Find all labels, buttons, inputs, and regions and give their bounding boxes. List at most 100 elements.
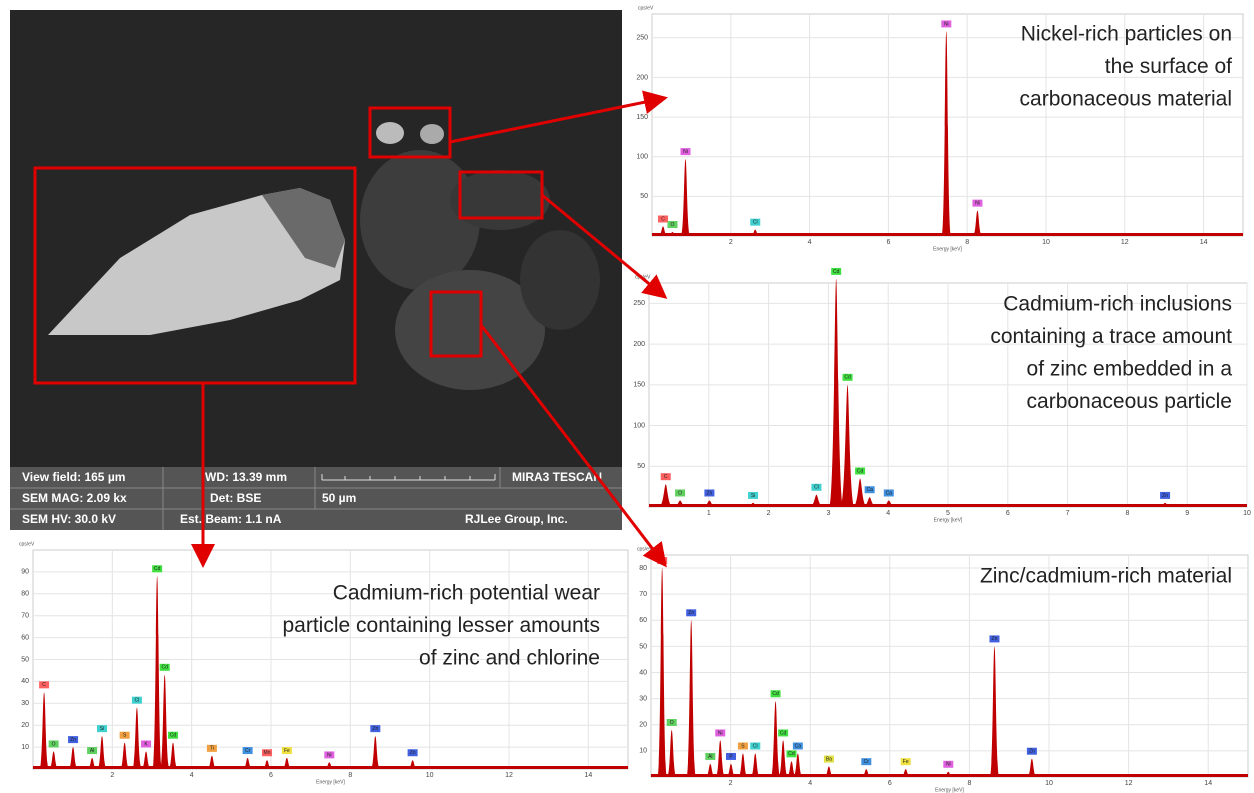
y-tick-label: 50 xyxy=(21,656,29,663)
x-axis-label: Energy [keV] xyxy=(934,517,963,523)
x-tick-label: 10 xyxy=(1042,239,1050,246)
y-tick-label: 250 xyxy=(633,300,645,307)
sem-text: 50 µm xyxy=(322,491,356,505)
x-tick-label: 2 xyxy=(729,239,733,246)
x-tick-label: 4 xyxy=(808,780,812,787)
x-tick-label: 7 xyxy=(1066,510,1070,517)
peak-label: Ba xyxy=(826,756,832,762)
peak-label: O xyxy=(671,222,675,228)
sem-text: WD: 13.39 mm xyxy=(205,470,287,484)
caption: the surface of xyxy=(1105,55,1232,78)
peak-label: Al xyxy=(708,754,712,760)
y-tick-label: 20 xyxy=(21,722,29,729)
spectrum-chart: 246810121450100150200250cps/eVEnergy [ke… xyxy=(636,5,1243,252)
peak-label: Cd xyxy=(154,566,161,572)
peak-label: C xyxy=(664,474,668,480)
y-tick-label: 30 xyxy=(639,695,647,702)
spectrum-chart: 2468101214102030405060708090cps/eVEnergy… xyxy=(19,541,628,785)
y-axis-label: cps/eV xyxy=(19,541,35,547)
peak-label: O xyxy=(52,741,56,747)
x-tick-label: 6 xyxy=(1006,510,1010,517)
x-tick-label: 6 xyxy=(888,780,892,787)
x-tick-label: 10 xyxy=(1243,510,1251,517)
peak-label: Zn xyxy=(70,737,76,743)
sem-text: View field: 165 µm xyxy=(22,470,125,484)
peak-label: Cl xyxy=(814,485,819,491)
x-tick-label: 6 xyxy=(269,772,273,779)
x-tick-label: 8 xyxy=(967,780,971,787)
y-tick-label: 70 xyxy=(21,613,29,620)
peak-label: Cr xyxy=(245,748,251,754)
x-tick-label: 8 xyxy=(1125,510,1129,517)
x-tick-label: 2 xyxy=(767,510,771,517)
x-tick-label: 2 xyxy=(729,780,733,787)
peak-label: Fe xyxy=(284,748,290,754)
peak-label: Zn xyxy=(706,490,712,496)
peak-label: Zn xyxy=(372,726,378,732)
peak-label: Cd xyxy=(170,733,177,739)
caption: Cadmium-rich inclusions xyxy=(1003,293,1232,316)
y-tick-label: 60 xyxy=(639,617,647,624)
peak-label: Ni xyxy=(946,762,951,768)
y-tick-label: 60 xyxy=(21,634,29,641)
spectrum-chart: 24681012141020304050607080cps/eVEnergy [… xyxy=(637,546,1248,793)
x-tick-label: 12 xyxy=(505,772,513,779)
y-tick-label: 100 xyxy=(633,422,645,429)
peak-label: Ni xyxy=(718,730,723,736)
peak-label: Cl xyxy=(135,698,140,704)
x-tick-label: 10 xyxy=(1045,780,1053,787)
peak-label: Zn xyxy=(688,610,694,616)
y-tick-label: 40 xyxy=(639,669,647,676)
spectrum-chart: 1234567891050100150200250cps/eVEnergy [k… xyxy=(633,268,1251,523)
peak-label: Cd xyxy=(857,468,864,474)
peak-label: Cr xyxy=(864,759,870,765)
peak-label: Ni xyxy=(944,21,949,27)
figure: View field: 165 µm WD: 13.39 mm MIRA3 TE… xyxy=(0,0,1254,793)
peak-label: Cd xyxy=(833,269,840,275)
baseline xyxy=(649,504,1247,507)
peak-label: Zn xyxy=(992,636,998,642)
sem-text: Est. Beam: 1.1 nA xyxy=(180,512,282,526)
x-axis-label: Energy [keV] xyxy=(933,246,962,252)
x-tick-label: 14 xyxy=(1200,239,1208,246)
peak-label: O xyxy=(678,490,682,496)
x-tick-label: 8 xyxy=(965,239,969,246)
x-tick-label: 5 xyxy=(946,510,950,517)
x-tick-label: 9 xyxy=(1185,510,1189,517)
caption: Cadmium-rich potential wear xyxy=(333,582,600,605)
caption: carbonaceous material xyxy=(1020,88,1232,111)
y-tick-label: 20 xyxy=(639,722,647,729)
peak-label: Cl xyxy=(753,219,758,225)
sem-text: MIRA3 TESCAN xyxy=(512,470,602,484)
y-tick-label: 200 xyxy=(633,341,645,348)
x-tick-label: 10 xyxy=(426,772,434,779)
peak-label: Si xyxy=(100,726,104,732)
peak-label: Cd xyxy=(844,375,851,381)
peak-label: Al xyxy=(90,748,94,754)
caption: of zinc embedded in a xyxy=(1027,358,1233,381)
peak-label: Ni xyxy=(975,200,980,206)
y-tick-label: 30 xyxy=(21,700,29,707)
peak-label: Ca xyxy=(866,487,873,493)
peak-label: Fe xyxy=(903,759,909,765)
sem-text: SEM MAG: 2.09 kx xyxy=(22,491,127,505)
y-tick-label: 250 xyxy=(636,35,648,42)
sem-text: SEM HV: 30.0 kV xyxy=(22,512,116,526)
peak-label: Cd xyxy=(772,691,779,697)
x-tick-label: 4 xyxy=(808,239,812,246)
peak-label: Mn xyxy=(264,750,271,756)
x-tick-label: 4 xyxy=(190,772,194,779)
peak-label: Ti xyxy=(210,746,214,752)
x-tick-label: 1 xyxy=(707,510,711,517)
x-tick-label: 12 xyxy=(1125,780,1133,787)
y-tick-label: 70 xyxy=(639,591,647,598)
peak-label: Cl xyxy=(753,743,758,749)
peak-label: C xyxy=(661,216,665,222)
y-tick-label: 200 xyxy=(636,74,648,81)
peak-label: Cd xyxy=(161,665,168,671)
x-axis-label: Energy [keV] xyxy=(935,787,964,793)
y-tick-label: 50 xyxy=(637,463,645,470)
x-tick-label: 6 xyxy=(886,239,890,246)
y-tick-label: 50 xyxy=(639,643,647,650)
x-tick-label: 2 xyxy=(110,772,114,779)
